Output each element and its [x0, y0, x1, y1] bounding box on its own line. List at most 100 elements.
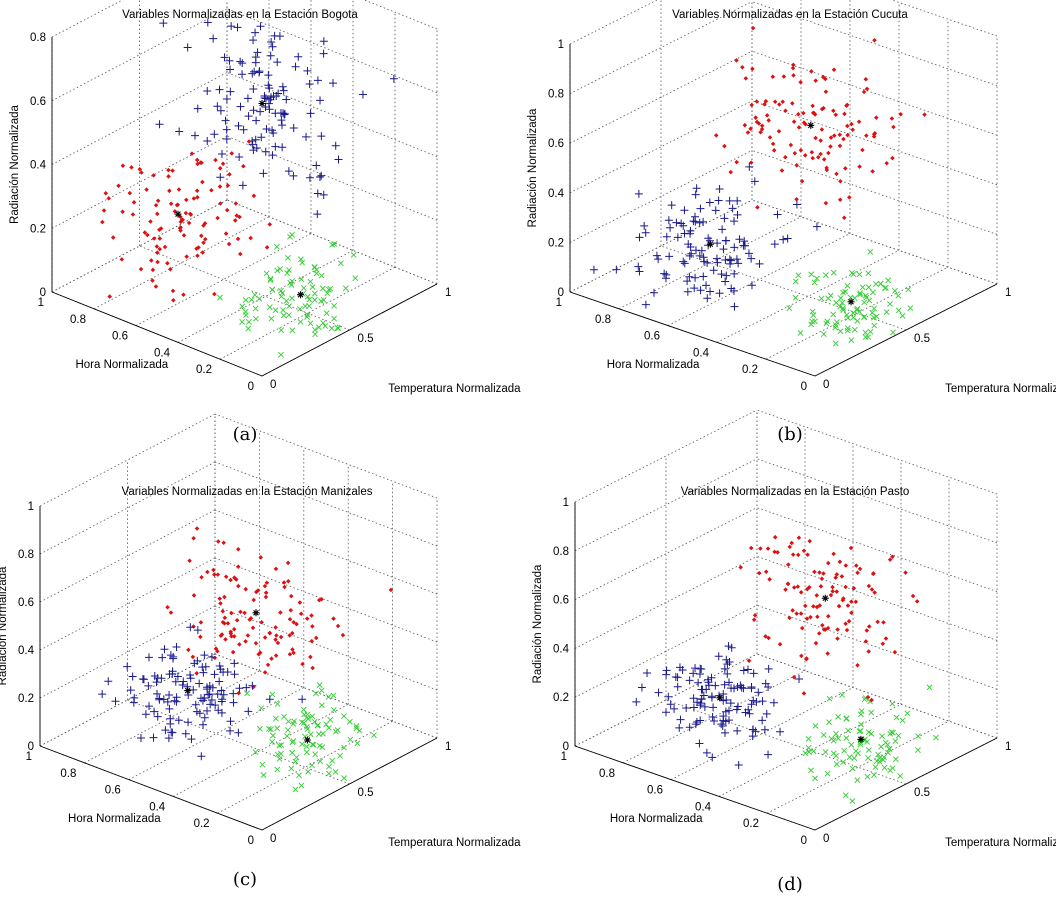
data-point-plus — [764, 750, 773, 759]
data-point-x — [862, 334, 869, 341]
data-point-x — [304, 314, 310, 320]
data-point-dot — [728, 169, 733, 175]
grid-line — [718, 704, 902, 797]
x-tick-label: 0.6 — [112, 331, 128, 343]
data-point-dot — [910, 593, 916, 599]
data-point-plus — [284, 167, 293, 176]
data-point-plus — [261, 147, 270, 156]
data-point-plus — [730, 269, 739, 278]
data-point-dot — [781, 74, 787, 79]
data-point-x — [833, 761, 840, 768]
data-point-plus — [203, 18, 212, 27]
data-point-plus — [199, 668, 208, 677]
data-point-plus — [673, 673, 682, 682]
grid-line — [217, 720, 393, 814]
data-point-plus — [206, 700, 215, 709]
data-point-plus — [702, 281, 711, 290]
z-tick-label: 0.2 — [18, 693, 34, 705]
data-point-dot — [813, 135, 818, 141]
data-point-dot — [821, 157, 827, 162]
data-point-plus — [233, 23, 242, 32]
chart-title: Variables Normalizadas en la Estación Pa… — [681, 486, 910, 498]
data-point-x — [312, 751, 319, 758]
data-point-x — [328, 325, 335, 332]
data-point-plus — [126, 686, 135, 695]
data-point-x — [813, 275, 820, 282]
y-axis-line — [814, 283, 998, 377]
chart-title: Variables Normalizadas en la Estación Bo… — [122, 9, 358, 21]
data-point-x — [300, 285, 307, 291]
data-point-plus — [226, 717, 235, 726]
data-point-dot — [813, 640, 819, 646]
data-point-dot — [772, 534, 778, 540]
data-point-plus — [634, 262, 643, 271]
data-point-plus — [141, 710, 150, 719]
data-point-plus — [686, 243, 695, 252]
x-axis-label: Hora Normalizada — [68, 813, 161, 825]
data-point-plus — [152, 678, 161, 687]
data-point-plus — [722, 655, 731, 664]
data-point-plus — [664, 216, 673, 225]
data-point-plus — [745, 709, 754, 718]
data-point-dot — [228, 577, 233, 583]
data-point-dot — [853, 563, 859, 568]
data-point-dot — [155, 250, 160, 255]
data-point-plus — [667, 201, 676, 210]
data-point-dot — [131, 200, 137, 205]
data-point-x — [331, 302, 338, 309]
data-point-plus — [226, 726, 235, 735]
x-tick-label: 1 — [26, 751, 32, 763]
data-point-x — [850, 314, 857, 321]
data-point-x — [309, 713, 316, 720]
data-point-plus — [179, 677, 188, 686]
data-point-dot — [815, 614, 820, 620]
data-point-dot — [828, 144, 833, 149]
data-point-x — [824, 318, 831, 325]
x-tick-label: 1 — [38, 297, 44, 309]
data-point-plus — [315, 172, 324, 181]
data-point-plus — [670, 704, 679, 713]
data-point-dot — [287, 633, 292, 638]
data-point-dot — [150, 278, 155, 283]
data-point-plus — [728, 204, 737, 213]
data-point-x — [832, 340, 839, 347]
data-point-dot — [233, 218, 238, 223]
data-point-plus — [715, 289, 724, 298]
data-point-plus — [159, 19, 168, 28]
data-point-plus — [720, 728, 729, 737]
data-point-dot — [199, 574, 204, 580]
x-axis-line — [569, 291, 816, 377]
y-tick-label: 0.5 — [914, 787, 930, 799]
data-point-plus — [773, 210, 782, 219]
data-point-dot — [745, 130, 751, 135]
grid-line — [39, 413, 216, 507]
data-point-plus — [694, 678, 703, 687]
data-point-x — [851, 326, 858, 333]
data-point-x — [862, 329, 869, 336]
data-point-x — [309, 284, 316, 290]
data-point-dot — [213, 157, 218, 163]
data-point-plus — [680, 259, 689, 268]
grid-line — [716, 250, 900, 343]
y-tick-label: 0 — [823, 379, 829, 391]
axes — [39, 506, 438, 831]
data-point-dot — [340, 632, 346, 638]
data-point-dot — [857, 164, 862, 169]
data-point-plus — [130, 693, 139, 702]
data-point-dot — [787, 544, 793, 550]
data-point-x — [284, 270, 291, 277]
data-point-plus — [200, 713, 209, 722]
data-point-plus — [203, 685, 212, 694]
data-point-plus — [207, 696, 216, 705]
data-point-x — [278, 742, 285, 748]
data-point-plus — [699, 253, 708, 262]
grid-line — [574, 458, 758, 552]
data-point-plus — [204, 690, 213, 699]
data-point-plus — [703, 294, 712, 303]
data-point-plus — [249, 106, 258, 115]
data-point-dot — [181, 233, 187, 238]
data-point-plus — [732, 255, 741, 264]
data-point-x — [887, 730, 894, 737]
data-point-x — [861, 313, 868, 320]
